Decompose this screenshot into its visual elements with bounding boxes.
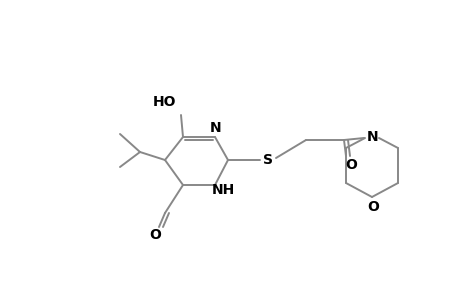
Text: S: S — [263, 153, 272, 167]
Text: O: O — [149, 228, 161, 242]
Text: HO: HO — [153, 95, 176, 109]
Text: O: O — [344, 158, 356, 172]
Text: N: N — [210, 121, 221, 135]
Text: O: O — [366, 200, 378, 214]
Text: NH: NH — [211, 183, 234, 197]
Text: N: N — [366, 130, 378, 144]
